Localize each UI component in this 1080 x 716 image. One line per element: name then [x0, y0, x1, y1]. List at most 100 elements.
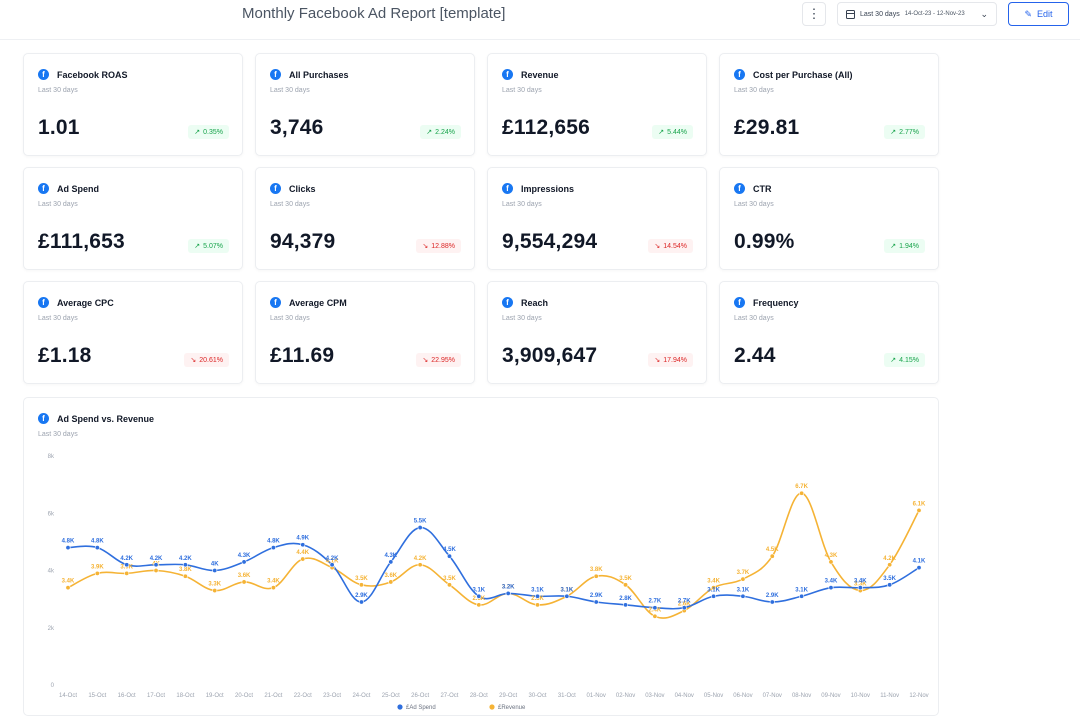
- data-point: [916, 565, 922, 571]
- data-point: [358, 599, 364, 605]
- kpi-card[interactable]: f CTR Last 30 days 0.99% ↗ 1.94%: [719, 167, 939, 270]
- x-tick-label: 18-Oct: [176, 693, 194, 699]
- kpi-card[interactable]: f Facebook ROAS Last 30 days 1.01 ↗ 0.35%: [23, 53, 243, 156]
- calendar-icon: [846, 9, 855, 19]
- data-label: 3.5K: [355, 576, 368, 582]
- data-label: 3.9K: [120, 564, 133, 570]
- kpi-card[interactable]: f Ad Spend Last 30 days £111,653 ↗ 5.07%: [23, 167, 243, 270]
- data-point: [887, 582, 893, 588]
- data-point: [535, 593, 541, 599]
- kpi-card[interactable]: f Frequency Last 30 days 2.44 ↗ 4.15%: [719, 281, 939, 384]
- kpi-card[interactable]: f Average CPC Last 30 days £1.18 ↘ 20.61%: [23, 281, 243, 384]
- data-label: 3.1K: [561, 587, 574, 593]
- facebook-icon: f: [502, 297, 513, 308]
- data-label: 4.5K: [766, 547, 779, 553]
- trend-down-icon: ↘: [190, 357, 197, 364]
- kpi-card[interactable]: f All Purchases Last 30 days 3,746 ↗ 2.24%: [255, 53, 475, 156]
- date-range-picker[interactable]: Last 30 days 14-Oct-23 - 12-Nov-23 ⌄: [837, 2, 997, 26]
- change-badge: ↗ 4.15%: [884, 353, 925, 367]
- data-point: [153, 568, 159, 574]
- facebook-icon: f: [270, 183, 281, 194]
- data-label: 3.3K: [208, 582, 221, 588]
- facebook-icon: f: [38, 183, 49, 194]
- y-tick-label: 8k: [48, 454, 55, 460]
- data-label: 3.1K: [531, 587, 544, 593]
- kpi-value: £1.18: [38, 344, 92, 367]
- kpi-value: 9,554,294: [502, 230, 598, 253]
- pencil-icon: ✎: [1024, 8, 1033, 19]
- x-tick-label: 25-Oct: [382, 693, 400, 699]
- data-point: [300, 556, 306, 562]
- change-value: 2.77%: [899, 128, 919, 136]
- data-point: [535, 602, 541, 608]
- x-tick-label: 05-Nov: [704, 693, 723, 699]
- data-label: 2.7K: [678, 599, 691, 605]
- top-bar: Monthly Facebook Ad Report [template] ⋮ …: [0, 0, 1080, 40]
- trend-up-icon: ↗: [890, 129, 897, 136]
- kpi-period: Last 30 days: [38, 87, 78, 94]
- data-label: 4K: [211, 562, 219, 568]
- data-point: [182, 573, 188, 579]
- change-badge: ↗ 2.77%: [884, 125, 925, 139]
- ad-spend-vs-revenue-chart: 0 2k 4k 6k 8k 14-Oct 15-Oct 16-Oct 17-Oct 18-Oct 1…: [23, 397, 939, 716]
- kpi-card[interactable]: f Cost per Purchase (All) Last 30 days £29.…: [719, 53, 939, 156]
- x-tick-label: 28-Oct: [470, 693, 488, 699]
- data-label: 3.6K: [384, 573, 397, 579]
- kpi-card[interactable]: f Clicks Last 30 days 94,379 ↘ 12.88%: [255, 167, 475, 270]
- kpi-period: Last 30 days: [734, 201, 774, 208]
- kpi-period: Last 30 days: [270, 87, 310, 94]
- facebook-icon: f: [734, 69, 745, 80]
- facebook-icon: f: [502, 69, 513, 80]
- x-tick-label: 19-Oct: [206, 693, 224, 699]
- data-label: 4.3K: [238, 553, 251, 559]
- change-badge: ↗ 2.24%: [420, 125, 461, 139]
- data-label: 3.1K: [707, 587, 720, 593]
- chart-canvas: 0 2k 4k 6k 8k 14-Oct 15-Oct 16-Oct 17-Oct 18-Oct 1…: [48, 454, 929, 711]
- trend-down-icon: ↘: [422, 357, 429, 364]
- data-label: 6.7K: [795, 484, 808, 490]
- facebook-icon: f: [270, 297, 281, 308]
- data-point: [212, 568, 218, 574]
- change-value: 4.15%: [899, 356, 919, 364]
- kpi-card[interactable]: f Impressions Last 30 days 9,554,294 ↘ 14.54%: [487, 167, 707, 270]
- more-options-button[interactable]: ⋮: [802, 2, 826, 26]
- data-label: 4.8K: [267, 539, 280, 545]
- data-label: 3.1K: [737, 587, 750, 593]
- change-value: 17.94%: [663, 356, 687, 364]
- data-label: 2.4K: [649, 607, 662, 613]
- change-value: 2.24%: [435, 128, 455, 136]
- kpi-card[interactable]: f Revenue Last 30 days £112,656 ↗ 5.44%: [487, 53, 707, 156]
- data-label: 4.4K: [296, 550, 309, 556]
- x-tick-label: 22-Oct: [294, 693, 312, 699]
- data-label: 2.8K: [531, 596, 544, 602]
- edit-button[interactable]: ✎ Edit: [1008, 2, 1069, 26]
- trend-down-icon: ↘: [422, 243, 429, 250]
- change-badge: ↘ 20.61%: [184, 353, 229, 367]
- x-tick-label: 11-Nov: [880, 693, 899, 699]
- kpi-card[interactable]: f Reach Last 30 days 3,909,647 ↘ 17.94%: [487, 281, 707, 384]
- data-label: 3.2K: [502, 584, 515, 590]
- kpi-card[interactable]: f Average CPM Last 30 days £11.69 ↘ 22.95%: [255, 281, 475, 384]
- facebook-icon: f: [38, 297, 49, 308]
- data-label: 3.9K: [91, 564, 104, 570]
- kpi-period: Last 30 days: [270, 201, 310, 208]
- data-point: [652, 605, 658, 611]
- legend-marker: [489, 704, 495, 710]
- edit-button-label: Edit: [1037, 9, 1053, 19]
- chart-title: Ad Spend vs. Revenue: [57, 413, 155, 424]
- data-label: 4.3K: [384, 553, 397, 559]
- data-point: [740, 593, 746, 599]
- data-point: [652, 613, 658, 619]
- x-tick-label: 20-Oct: [235, 693, 253, 699]
- change-value: 12.88%: [431, 242, 455, 250]
- change-value: 0.35%: [203, 128, 223, 136]
- data-point: [711, 585, 717, 591]
- legend-marker: [397, 704, 403, 710]
- facebook-icon: f: [38, 413, 49, 424]
- data-label: 2.8K: [619, 596, 632, 602]
- data-label: 4.1K: [913, 559, 926, 565]
- data-label: 3.4K: [825, 579, 838, 585]
- kpi-title: All Purchases: [289, 69, 349, 80]
- data-point: [828, 559, 834, 565]
- y-tick-label: 6k: [48, 511, 55, 517]
